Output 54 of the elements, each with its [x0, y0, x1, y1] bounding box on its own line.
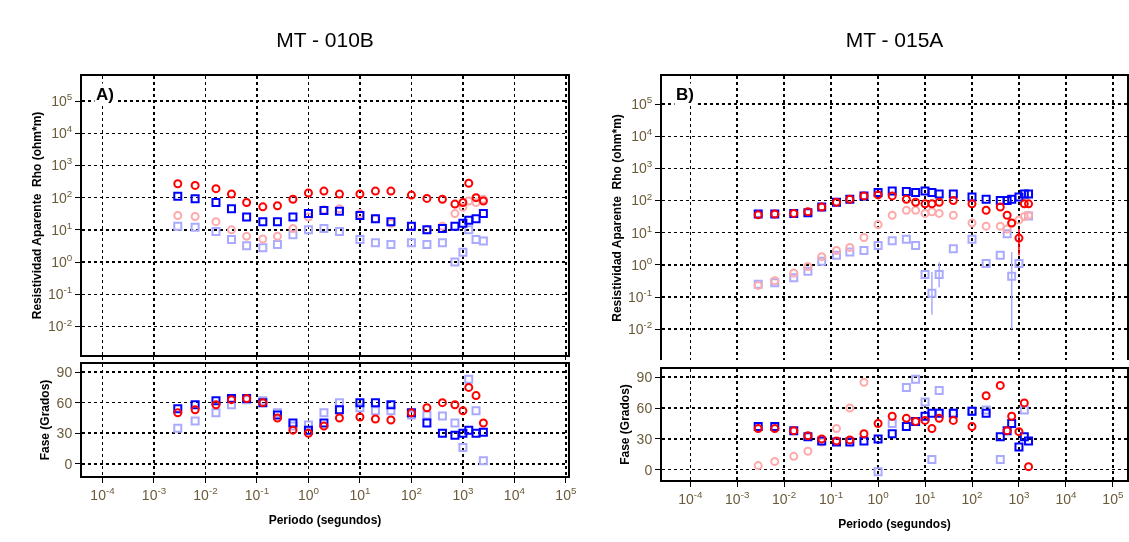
y-tick-label: 90 [56, 364, 73, 381]
y-tick-label: 10$^{4}$ [631, 126, 653, 145]
x-tick-label: 10$^{0}$ [867, 488, 890, 507]
chart-title: MT - 015A [845, 28, 944, 52]
x-tick-label: 10$^{-2}$ [193, 484, 218, 503]
x-axis-title: Periodo (segundos) [838, 517, 951, 532]
y-tick-label: 10$^{2}$ [631, 190, 653, 209]
x-tick-label: 10$^{2}$ [400, 484, 422, 503]
x-tick-label: 10$^{-2}$ [772, 488, 797, 507]
y-tick-label: 10$^{-2}$ [47, 316, 73, 335]
x-tick-label: 10$^{3}$ [1008, 488, 1031, 507]
chart-title: MT - 010B [276, 28, 374, 52]
x-tick-label: 10$^{1}$ [349, 484, 371, 503]
x-tick-label: 10$^{5}$ [555, 484, 577, 503]
y-tick-label: 90 [636, 369, 653, 386]
y-tick-label: 10$^{-2}$ [627, 319, 653, 338]
x-tick-label: 10$^{-1}$ [818, 488, 844, 507]
y-tick-label: 10$^{2}$ [51, 187, 73, 206]
x-tick-label: 10$^{-4}$ [678, 488, 703, 507]
y-tick-label: 10$^{5}$ [631, 94, 653, 113]
x-tick-label: 10$^{2}$ [961, 488, 983, 507]
x-tick-label: 10$^{-1}$ [244, 484, 270, 503]
y-axis-title: Fase (Grados) [38, 379, 53, 461]
y-tick-label: 30 [636, 430, 653, 447]
y-tick-label: 10$^{0}$ [631, 254, 653, 273]
y-tick-label: 10$^{0}$ [51, 252, 73, 270]
y-tick-label: 30 [56, 425, 73, 442]
x-tick-label: 10$^{4}$ [503, 484, 526, 503]
x-tick-label: 10$^{-3}$ [725, 488, 750, 507]
y-tick-label: 60 [56, 394, 73, 411]
y-tick-label: 10$^{5}$ [51, 91, 73, 109]
annotation: B) [676, 85, 694, 104]
y-tick-label: 10$^{3}$ [631, 158, 653, 177]
y-tick-label: 10$^{1}$ [51, 219, 73, 238]
x-axis-title: Periodo (segundos) [268, 513, 382, 528]
y-tick-label: 10$^{1}$ [631, 222, 653, 241]
x-tick-label: 10$^{-3}$ [141, 484, 167, 503]
y-tick-label: 10$^{3}$ [51, 155, 73, 174]
y-tick-label: 60 [636, 399, 653, 416]
x-tick-label: 10$^{4}$ [1055, 488, 1077, 507]
annotation: A) [96, 85, 114, 104]
x-tick-label: 10$^{0}$ [297, 484, 320, 503]
x-tick-label: 10$^{5}$ [1102, 488, 1124, 507]
y-tick-label: 0 [64, 455, 73, 472]
y-tick-label: 0 [644, 461, 653, 478]
y-tick-label: 10$^{4}$ [51, 123, 73, 142]
x-tick-label: 10$^{-4}$ [90, 484, 116, 503]
y-tick-label: 10$^{-1}$ [47, 284, 73, 303]
x-tick-label: 10$^{3}$ [452, 484, 474, 503]
y-tick-label: 10$^{-1}$ [627, 287, 653, 305]
x-tick-label: 10$^{1}$ [914, 488, 936, 507]
y-axis-title: Resistividad Aparente Rho (ohm*m) [609, 114, 624, 322]
y-axis-title: Fase (Grados) [618, 384, 633, 465]
y-axis-title: Resistividad Aparente Rho (ohm*m) [29, 111, 44, 320]
